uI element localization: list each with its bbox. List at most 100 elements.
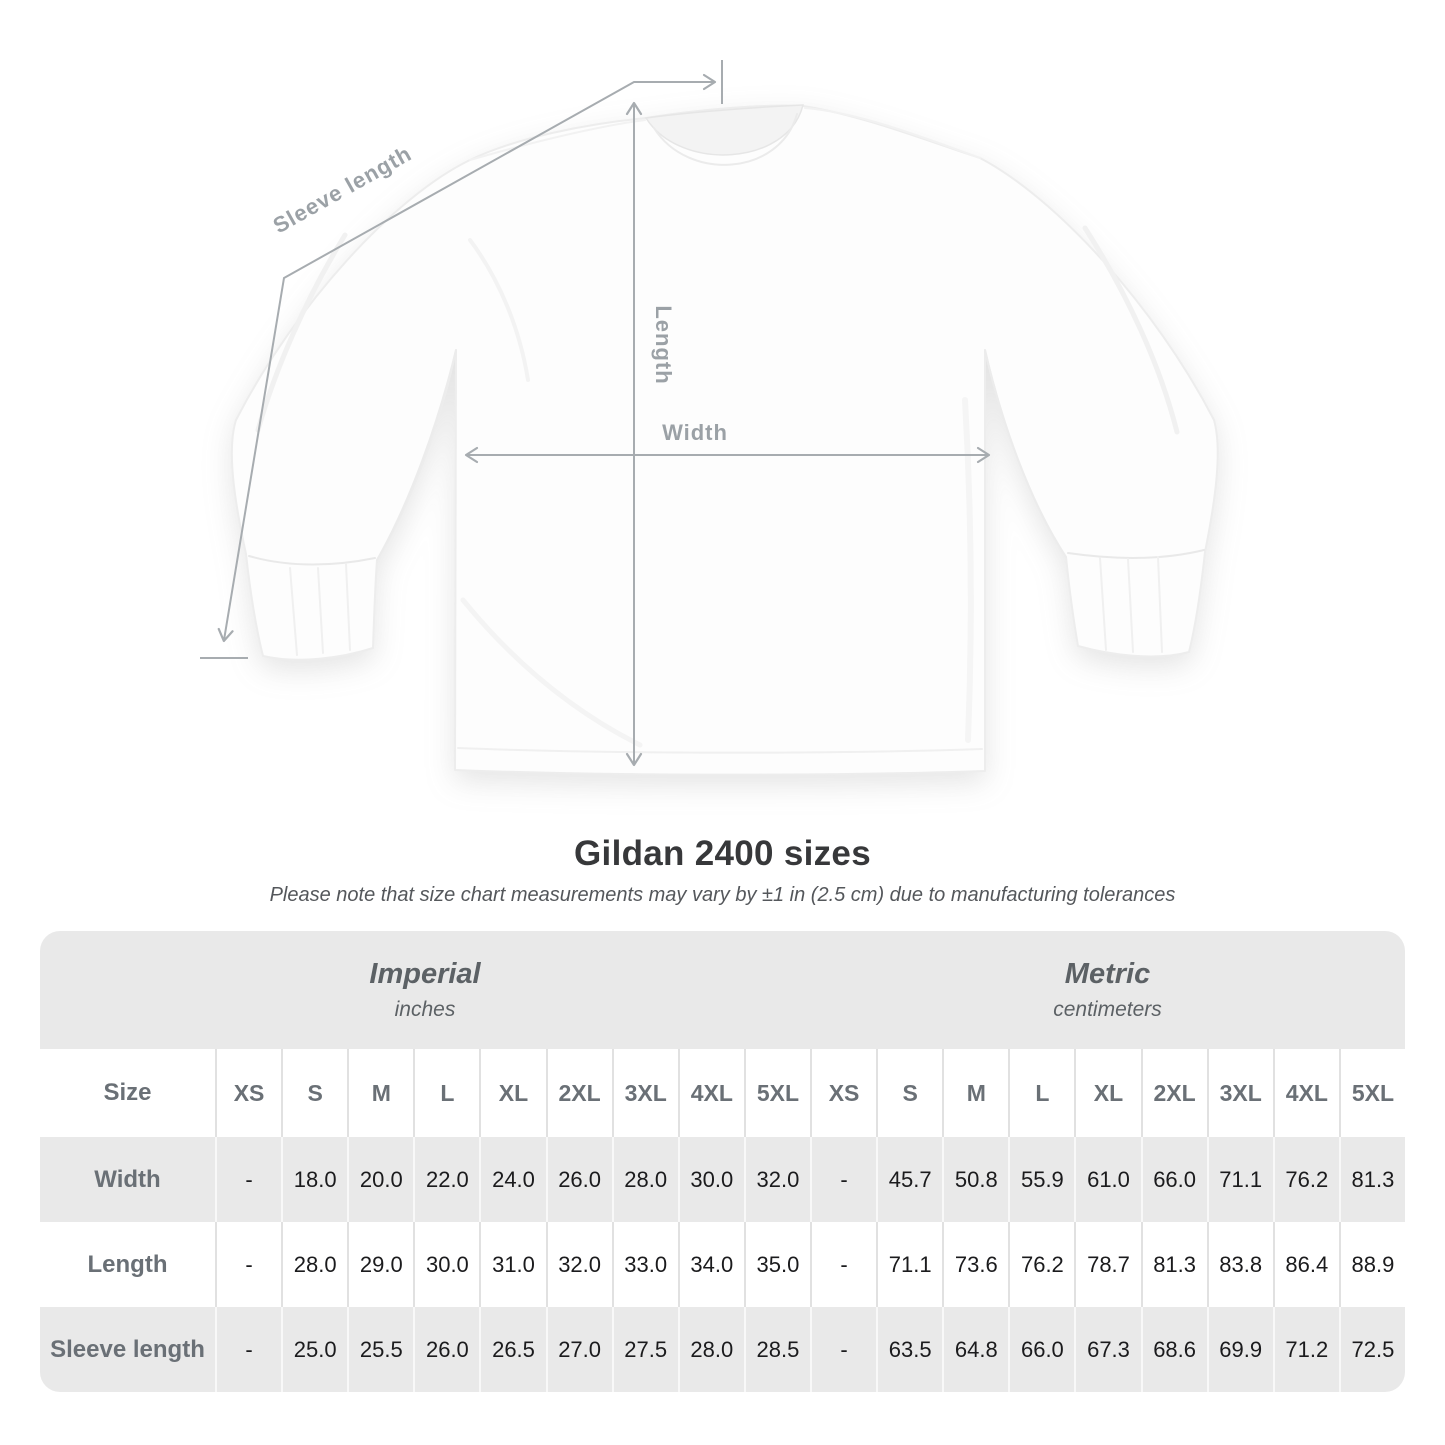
size-col-header: M (942, 1049, 1008, 1137)
value-cell: 28.0 (677, 1307, 744, 1392)
shirt-measurement-diagram: Sleeve length Length Width (200, 60, 1219, 776)
value-cell: 86.4 (1272, 1222, 1339, 1307)
value-cell: 72.5 (1338, 1307, 1405, 1392)
value-cell: 81.3 (1140, 1222, 1207, 1307)
value-cell: 71.1 (1206, 1137, 1273, 1222)
value-cell: - (215, 1222, 281, 1307)
value-cell: 34.0 (677, 1222, 744, 1307)
value-cell: 68.6 (1140, 1307, 1207, 1392)
value-cell: 25.5 (347, 1307, 413, 1392)
value-cell: 71.2 (1272, 1307, 1339, 1392)
size-col-header: XL (479, 1049, 545, 1137)
value-cell: 20.0 (347, 1137, 413, 1222)
size-header-row: Size XS S M L XL 2XL 3XL 4XL 5XL XS S M … (40, 1049, 1405, 1137)
value-cell: - (810, 1222, 876, 1307)
value-cell: 30.0 (413, 1222, 479, 1307)
right-sleeve-inner-seam (984, 349, 1067, 558)
size-col-header: 2XL (1140, 1049, 1207, 1137)
imperial-unit-header: Imperial inches (40, 931, 810, 1049)
value-cell: 33.0 (611, 1222, 678, 1307)
size-col-header: L (413, 1049, 479, 1137)
length-label: Length (651, 305, 676, 384)
right-cuff-seam (1067, 549, 1205, 559)
value-cell: 63.5 (876, 1307, 942, 1392)
value-cell: 22.0 (413, 1137, 479, 1222)
value-cell: 30.0 (677, 1137, 744, 1222)
value-cell: 26.0 (413, 1307, 479, 1392)
value-cell: 18.0 (281, 1137, 347, 1222)
value-cell: 81.3 (1338, 1137, 1405, 1222)
size-col-header: L (1008, 1049, 1074, 1137)
size-col-header: XS (810, 1049, 876, 1137)
value-cell: 61.0 (1074, 1137, 1140, 1222)
right-shoulder-seam (804, 107, 981, 159)
value-cell: 35.0 (743, 1222, 810, 1307)
value-cell: 73.6 (942, 1222, 1008, 1307)
value-cell: 66.0 (1008, 1307, 1074, 1392)
value-cell: 32.0 (743, 1137, 810, 1222)
value-cell: 28.5 (743, 1307, 810, 1392)
size-table: Imperial inches Metric centimeters Size … (40, 931, 1405, 1392)
value-cell: 78.7 (1074, 1222, 1140, 1307)
value-cell: - (215, 1307, 281, 1392)
metric-unit-header: Metric centimeters (810, 931, 1405, 1049)
page-title: Gildan 2400 sizes (574, 834, 871, 873)
value-cell: 26.0 (545, 1137, 612, 1222)
value-cell: 69.9 (1206, 1307, 1273, 1392)
value-cell: 28.0 (281, 1222, 347, 1307)
sleeve-length-row: Sleeve length - 25.0 25.5 26.0 26.5 27.0… (40, 1307, 1405, 1392)
value-cell: 64.8 (942, 1307, 1008, 1392)
size-col-header: 5XL (1338, 1049, 1405, 1137)
value-cell: 27.5 (611, 1307, 678, 1392)
imperial-label: Imperial (369, 958, 481, 990)
metric-unit: centimeters (1053, 998, 1162, 1021)
value-cell: 67.3 (1074, 1307, 1140, 1392)
measurement-arrows (200, 60, 991, 767)
row-label: Sleeve length (50, 1335, 205, 1363)
size-col-header: XL (1074, 1049, 1140, 1137)
value-cell: 66.0 (1140, 1137, 1207, 1222)
value-cell: 88.9 (1338, 1222, 1405, 1307)
size-corner-label: Size (103, 1079, 152, 1106)
row-label: Width (94, 1165, 161, 1193)
width-label: Width (662, 420, 728, 445)
value-cell: 55.9 (1008, 1137, 1074, 1222)
value-cell: 50.8 (942, 1137, 1008, 1222)
value-cell: - (810, 1137, 876, 1222)
value-cell: 27.0 (545, 1307, 612, 1392)
value-cell: 29.0 (347, 1222, 413, 1307)
value-cell: - (215, 1137, 281, 1222)
value-cell: 32.0 (545, 1222, 612, 1307)
value-cell: - (810, 1307, 876, 1392)
value-cell: 71.1 (876, 1222, 942, 1307)
metric-label: Metric (1064, 958, 1151, 990)
size-col-header: 5XL (743, 1049, 810, 1137)
unit-header-row: Imperial inches Metric centimeters (40, 931, 1405, 1049)
value-cell: 76.2 (1008, 1222, 1074, 1307)
row-label: Length (87, 1250, 168, 1278)
sleeve-length-arrow (217, 73, 717, 643)
imperial-unit: inches (394, 998, 456, 1021)
value-cell: 26.5 (479, 1307, 545, 1392)
size-col-header: 4XL (677, 1049, 744, 1137)
right-cuff-ribs (1099, 556, 1163, 653)
value-cell: 24.0 (479, 1137, 545, 1222)
value-cell: 25.0 (281, 1307, 347, 1392)
size-col-header: 2XL (545, 1049, 612, 1137)
size-col-header: S (876, 1049, 942, 1137)
size-col-header: M (347, 1049, 413, 1137)
width-row: Width - 18.0 20.0 22.0 24.0 26.0 28.0 30… (40, 1137, 1405, 1222)
size-col-header: XS (215, 1049, 281, 1137)
value-cell: 31.0 (479, 1222, 545, 1307)
page-subtitle: Please note that size chart measurements… (269, 884, 1176, 906)
size-col-header: S (281, 1049, 347, 1137)
value-cell: 83.8 (1206, 1222, 1273, 1307)
hem-seam (457, 747, 983, 754)
size-col-header: 3XL (611, 1049, 678, 1137)
value-cell: 76.2 (1272, 1137, 1339, 1222)
size-col-header: 4XL (1272, 1049, 1339, 1137)
value-cell: 45.7 (876, 1137, 942, 1222)
size-col-header: 3XL (1206, 1049, 1273, 1137)
length-row: Length - 28.0 29.0 30.0 31.0 32.0 33.0 3… (40, 1222, 1405, 1307)
